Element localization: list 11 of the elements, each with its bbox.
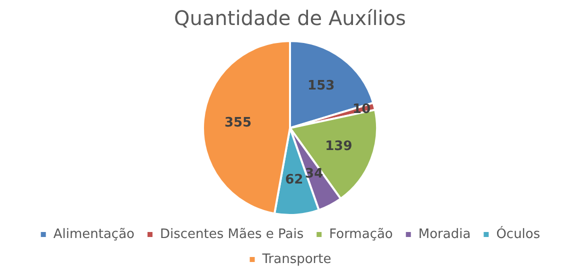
data-label: 139 [325,139,352,154]
legend-label: Óculos [496,224,540,242]
legend-label: Formação [329,226,393,242]
data-label: 153 [308,78,335,94]
chart-title: Quantidade de Auxílios [174,6,406,30]
legend-label: Discentes Mães e Pais [160,226,304,242]
data-label: 62 [285,172,304,188]
legend-label: Moradia [418,226,471,242]
legend-label: Alimentação [53,226,135,242]
legend-label: Transporte [261,252,332,267]
data-label: 355 [224,116,252,131]
